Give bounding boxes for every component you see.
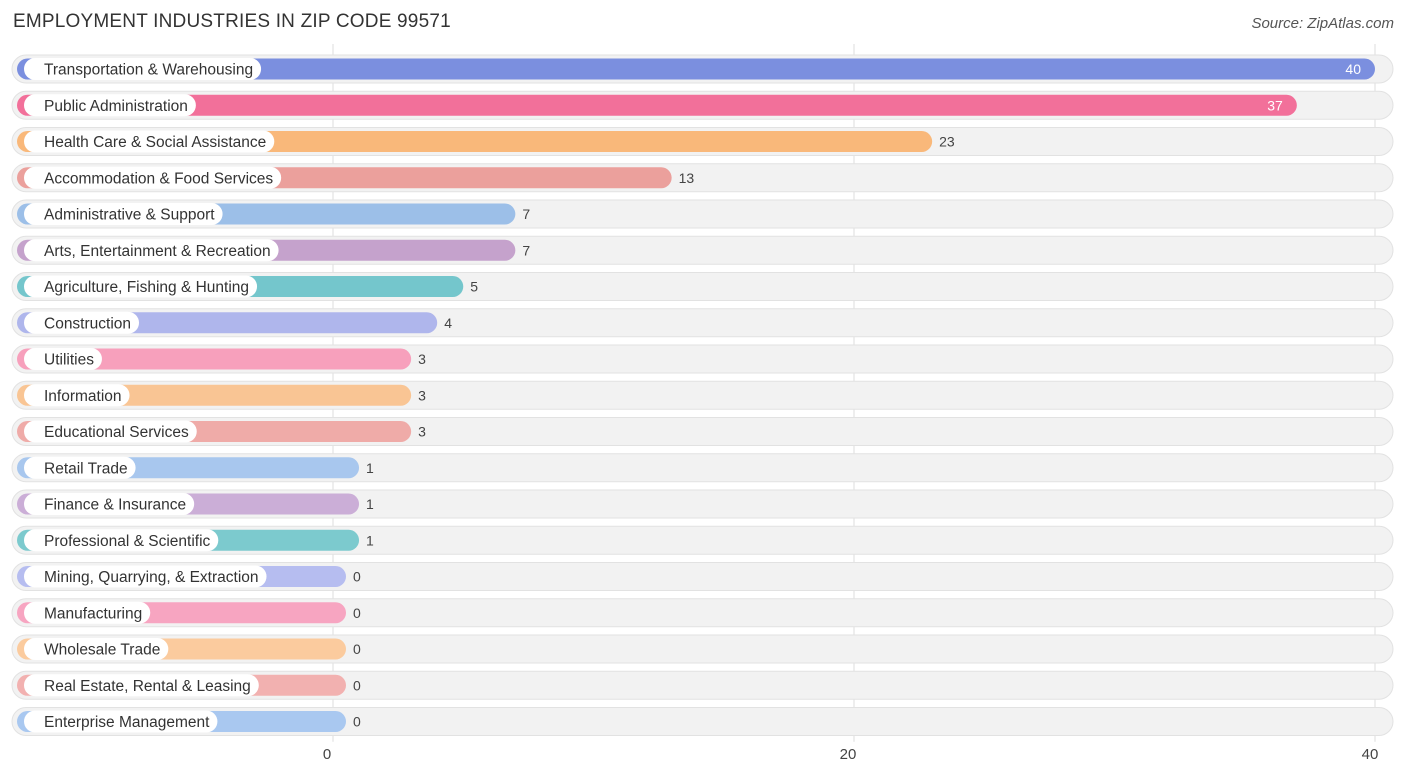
category-label: Construction	[44, 315, 131, 332]
value-label: 4	[444, 315, 452, 331]
category-label-pill	[24, 456, 136, 479]
source-note: Source: ZipAtlas.com	[1251, 15, 1394, 32]
category-label-pill	[24, 166, 282, 189]
table-row: Health Care & Social Assistance 23	[11, 127, 1394, 156]
value-label: 0	[353, 569, 361, 585]
category-label-pill	[24, 311, 140, 334]
category-label: Enterprise Management	[44, 714, 210, 731]
category-label: Manufacturing	[44, 605, 142, 622]
table-row: Enterprise Management 0	[11, 707, 1394, 736]
category-label: Information	[44, 388, 122, 405]
value-label: 7	[522, 206, 530, 222]
value-label: 23	[939, 134, 955, 150]
table-row: Educational Services 3	[11, 417, 1394, 446]
category-label: Mining, Quarrying, & Extraction	[44, 569, 259, 586]
table-row: Professional & Scientific 1	[11, 525, 1394, 555]
category-label: Finance & Insurance	[44, 497, 186, 514]
value-label: 1	[366, 532, 374, 548]
category-label-pill	[24, 565, 267, 588]
category-label-pill	[24, 384, 130, 407]
category-label: Accommodation & Food Services	[44, 170, 273, 187]
category-label: Agriculture, Fishing & Hunting	[44, 279, 249, 296]
category-label-pill	[24, 275, 258, 298]
table-row: Retail Trade 1	[11, 453, 1394, 483]
table-row: Agriculture, Fishing & Hunting 5	[11, 272, 1394, 301]
value-label: 5	[470, 279, 478, 295]
bar	[17, 58, 1375, 80]
category-label: Public Administration	[44, 98, 188, 115]
table-row: Utilities 3	[11, 344, 1394, 374]
category-label-pill	[24, 130, 275, 153]
category-label-pill	[24, 493, 195, 515]
table-row: Wholesale Trade 0	[11, 634, 1394, 664]
category-label: Wholesale Trade	[44, 642, 160, 659]
table-row: Accommodation & Food Services 13	[11, 163, 1394, 193]
value-label: 0	[353, 677, 361, 693]
category-label-pill	[24, 710, 218, 733]
category-label-pill	[24, 638, 169, 660]
category-label: Real Estate, Rental & Leasing	[44, 678, 251, 695]
row-track	[11, 634, 1394, 664]
row-track	[11, 670, 1394, 700]
value-label: 1	[366, 496, 374, 512]
category-label: Health Care & Social Assistance	[44, 134, 266, 151]
category-label-pill	[24, 239, 279, 262]
category-label: Educational Services	[44, 424, 189, 441]
category-label-pill	[24, 601, 151, 624]
value-label: 3	[418, 424, 426, 440]
row-track	[11, 453, 1394, 483]
chart-title: EMPLOYMENT INDUSTRIES IN ZIP CODE 99571	[13, 11, 451, 32]
row-track	[11, 489, 1394, 519]
table-row: Real Estate, Rental & Leasing 0	[11, 670, 1394, 700]
value-label: 0	[353, 714, 361, 730]
value-label: 1	[366, 460, 374, 476]
table-row: Transportation & Warehousing 40	[11, 54, 1394, 84]
value-label: 13	[679, 170, 695, 186]
category-label: Retail Trade	[44, 460, 128, 477]
value-label: 0	[353, 641, 361, 657]
category-label-pill	[24, 674, 259, 697]
row-track	[11, 707, 1394, 736]
table-row: Manufacturing 0	[11, 598, 1394, 628]
category-label-pill	[24, 94, 196, 117]
category-label-pill	[24, 348, 102, 370]
value-label: 7	[522, 242, 530, 258]
category-label-pill	[24, 529, 219, 552]
category-label: Administrative & Support	[44, 207, 215, 224]
bar	[17, 94, 1297, 116]
bar	[17, 348, 412, 370]
category-label: Utilities	[44, 352, 94, 369]
category-label: Transportation & Warehousing	[44, 62, 253, 79]
value-label: 37	[1267, 97, 1283, 113]
x-axis-ticks: 0 20 40	[323, 746, 1379, 763]
category-label-pill	[24, 58, 262, 80]
value-label: 40	[1345, 61, 1361, 77]
table-row: Mining, Quarrying, & Extraction 0	[11, 562, 1394, 591]
x-tick-label: 0	[323, 746, 331, 763]
table-row: Finance & Insurance 1	[11, 489, 1394, 519]
table-row: Public Administration 37	[11, 90, 1394, 120]
value-label: 0	[353, 605, 361, 621]
category-label: Arts, Entertainment & Recreation	[44, 243, 271, 260]
table-row: Information 3	[11, 380, 1394, 410]
category-label: Professional & Scientific	[44, 533, 211, 550]
category-label-pill	[24, 420, 197, 443]
x-tick-label: 40	[1362, 746, 1379, 763]
value-label: 3	[418, 387, 426, 403]
table-row: Construction 4	[11, 308, 1394, 338]
row-track	[11, 598, 1394, 628]
row-track	[11, 525, 1394, 555]
row-track	[11, 562, 1394, 591]
category-label-pill	[24, 203, 223, 225]
table-row: Arts, Entertainment & Recreation 7	[11, 235, 1394, 265]
value-label: 3	[418, 351, 426, 367]
x-tick-label: 20	[840, 746, 857, 763]
table-row: Administrative & Support 7	[11, 199, 1394, 229]
